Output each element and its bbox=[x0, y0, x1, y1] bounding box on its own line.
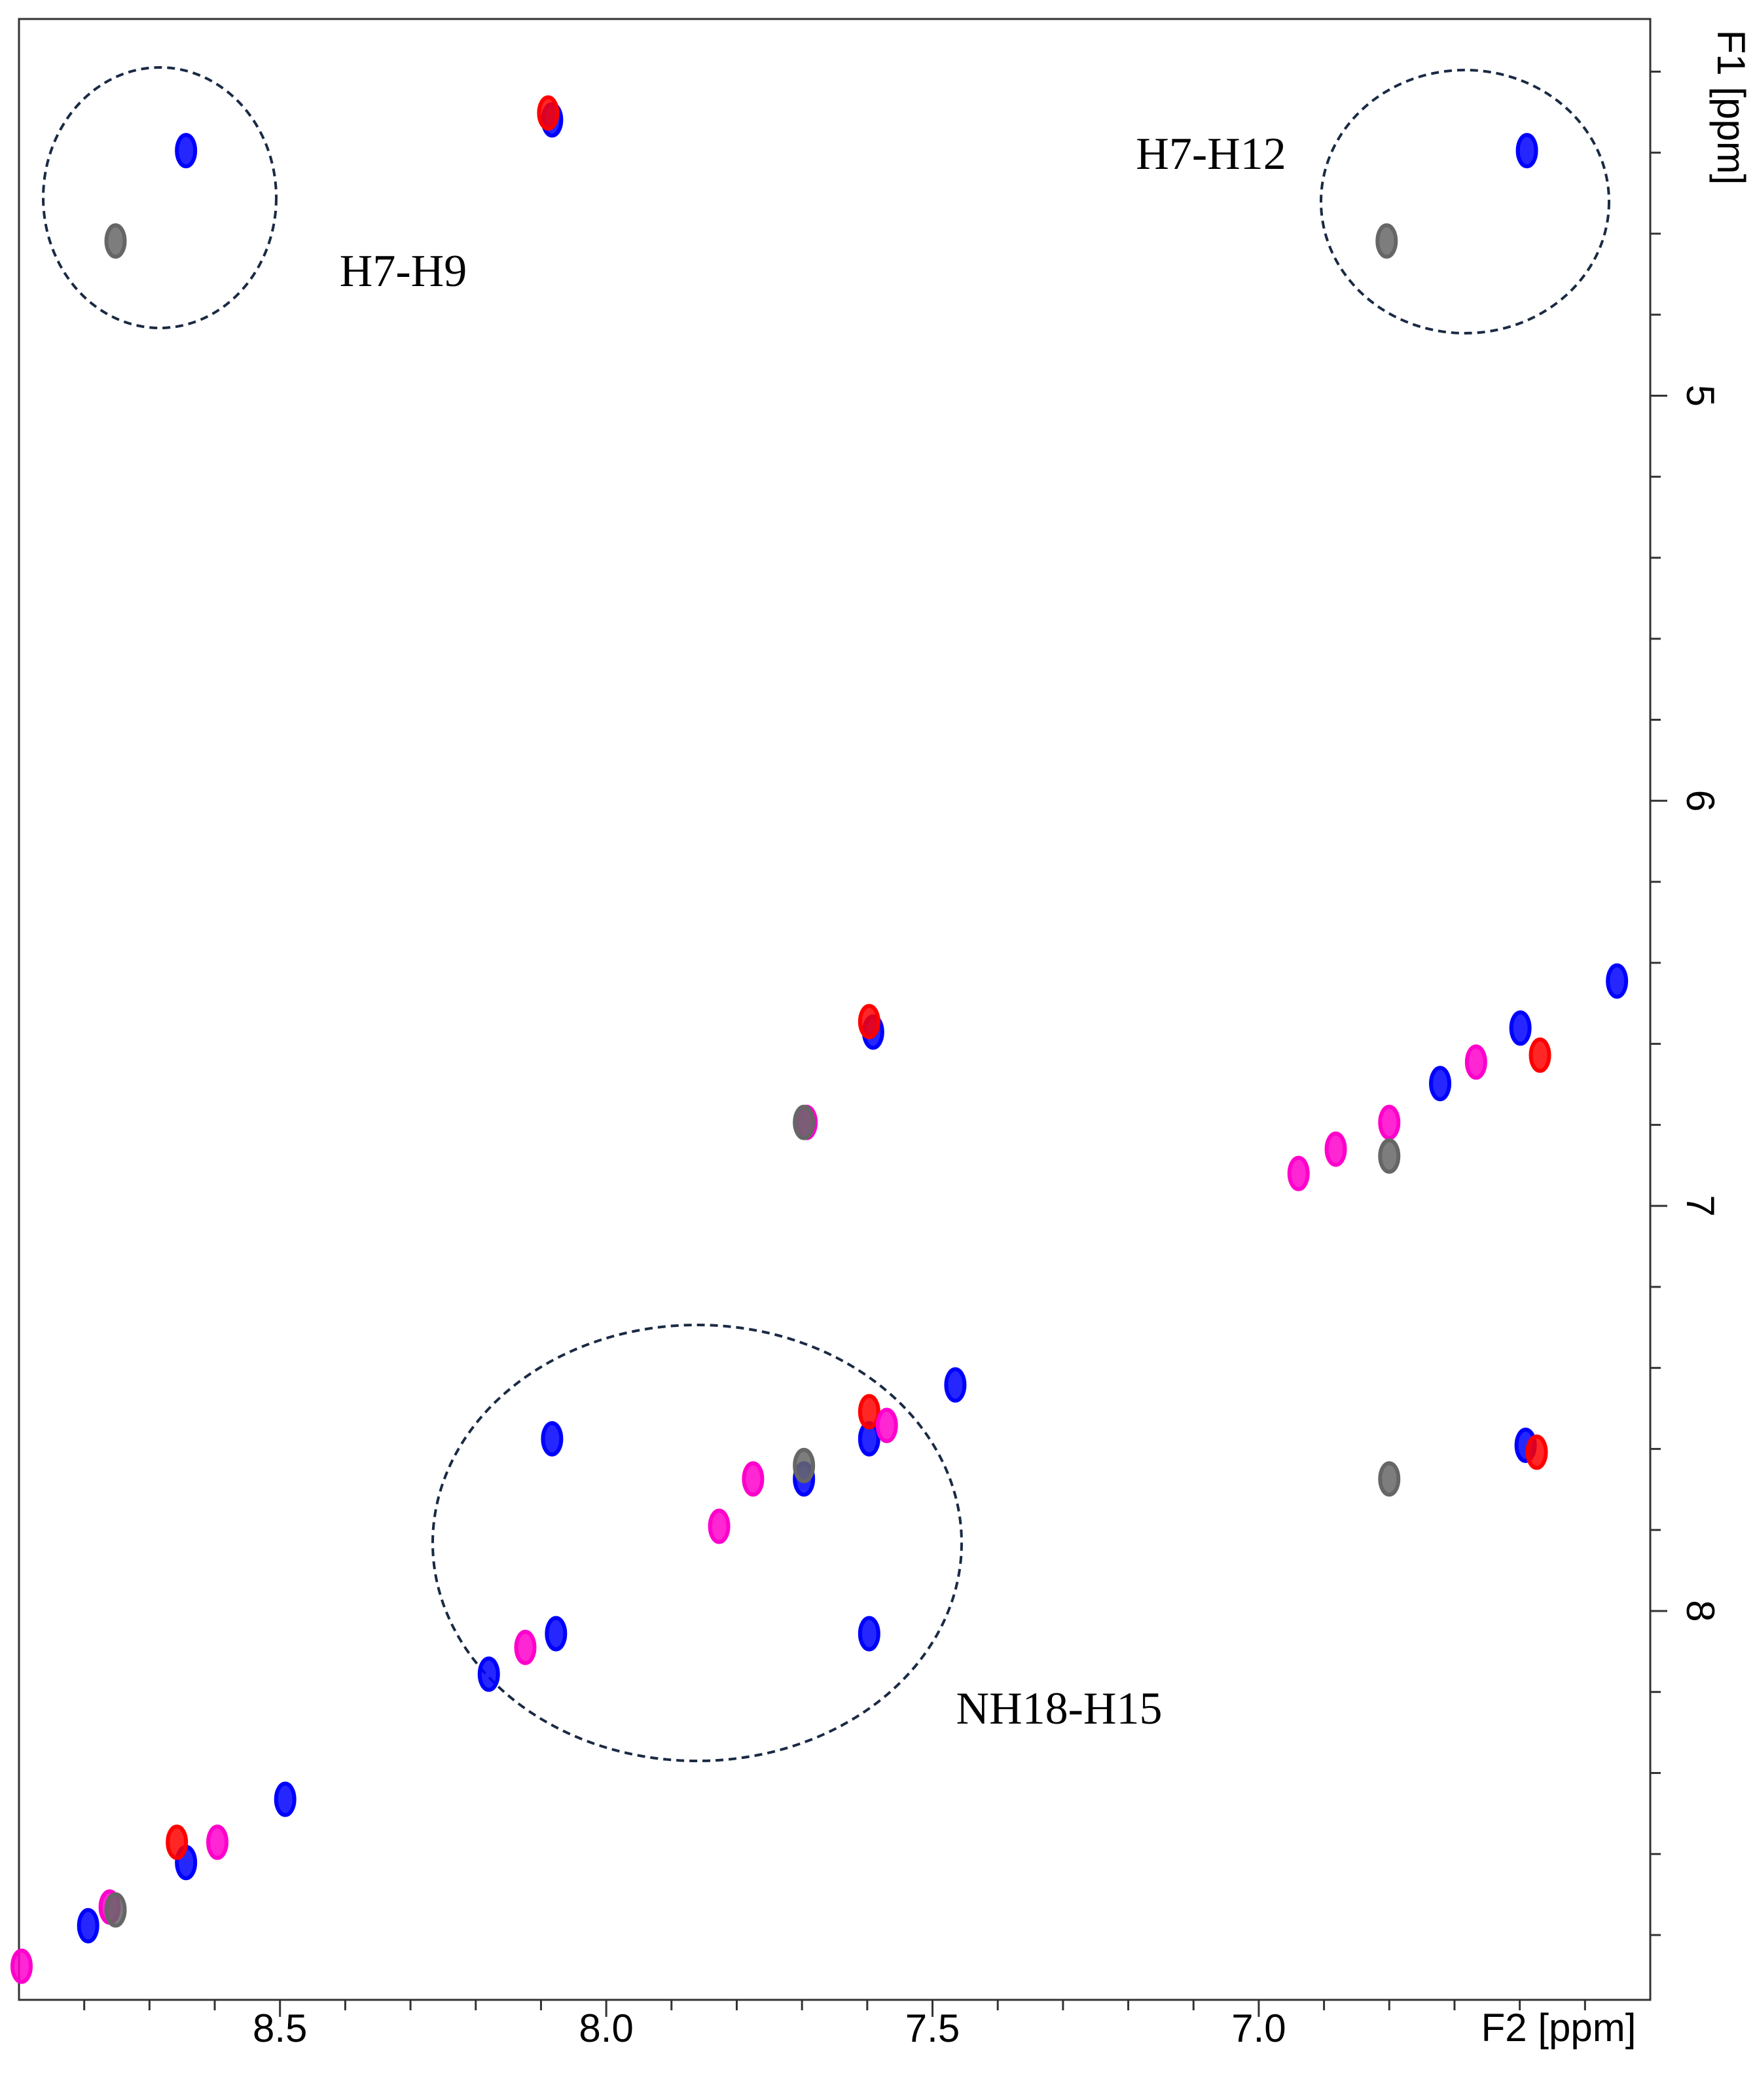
plot-frame bbox=[18, 18, 1652, 2001]
peak bbox=[77, 1908, 100, 1944]
peak bbox=[1378, 1138, 1401, 1174]
peak bbox=[1509, 1010, 1532, 1046]
peak bbox=[1324, 1131, 1347, 1167]
peak bbox=[1429, 1066, 1452, 1102]
peak bbox=[537, 95, 560, 131]
x-tick-label: 8.0 bbox=[579, 2006, 633, 2050]
peak bbox=[104, 223, 127, 259]
annotation: NH18-H15 bbox=[956, 1684, 1163, 1734]
x-tick-label: 7.0 bbox=[1231, 2006, 1286, 2050]
annotation: H7-H9 bbox=[340, 246, 467, 297]
peak bbox=[793, 1104, 816, 1140]
annotation: H7-H12 bbox=[1136, 129, 1286, 179]
peak bbox=[1375, 223, 1398, 259]
highlight-ellipse bbox=[1320, 69, 1610, 335]
x-tick-label: 8.5 bbox=[253, 2006, 307, 2050]
peak bbox=[858, 1394, 880, 1430]
x-tick-label: 7.5 bbox=[905, 2006, 960, 2050]
y-tick-label: 8 bbox=[1678, 1600, 1722, 1621]
peak bbox=[10, 1948, 33, 1984]
peak bbox=[858, 1616, 880, 1652]
x-axis-label: F2 [ppm] bbox=[1481, 2006, 1637, 2050]
peak bbox=[858, 1004, 880, 1040]
peak bbox=[1515, 133, 1538, 169]
peak bbox=[477, 1656, 500, 1692]
peak bbox=[944, 1367, 967, 1403]
y-tick-label: 7 bbox=[1678, 1195, 1722, 1216]
peak bbox=[793, 1447, 816, 1483]
peak bbox=[708, 1508, 731, 1544]
peak bbox=[1529, 1037, 1551, 1073]
peak bbox=[1464, 1044, 1487, 1080]
peak bbox=[1378, 1104, 1401, 1140]
peak bbox=[742, 1461, 765, 1497]
peak bbox=[104, 1892, 127, 1928]
peak bbox=[875, 1407, 898, 1443]
peak bbox=[1378, 1461, 1401, 1497]
peak bbox=[274, 1781, 297, 1817]
highlight-ellipse bbox=[42, 66, 278, 329]
peak bbox=[514, 1629, 537, 1665]
peak bbox=[1606, 963, 1629, 999]
y-axis-label: F1 [ppm] bbox=[1709, 30, 1753, 185]
peak bbox=[1525, 1434, 1548, 1470]
peak bbox=[206, 1824, 229, 1860]
peak bbox=[545, 1616, 568, 1652]
highlight-ellipse bbox=[431, 1324, 963, 1762]
peak bbox=[175, 133, 198, 169]
peak bbox=[1287, 1155, 1310, 1191]
peak bbox=[541, 1421, 564, 1457]
y-tick-label: 6 bbox=[1678, 790, 1722, 812]
y-tick-label: 5 bbox=[1678, 385, 1722, 407]
peak bbox=[166, 1824, 189, 1860]
